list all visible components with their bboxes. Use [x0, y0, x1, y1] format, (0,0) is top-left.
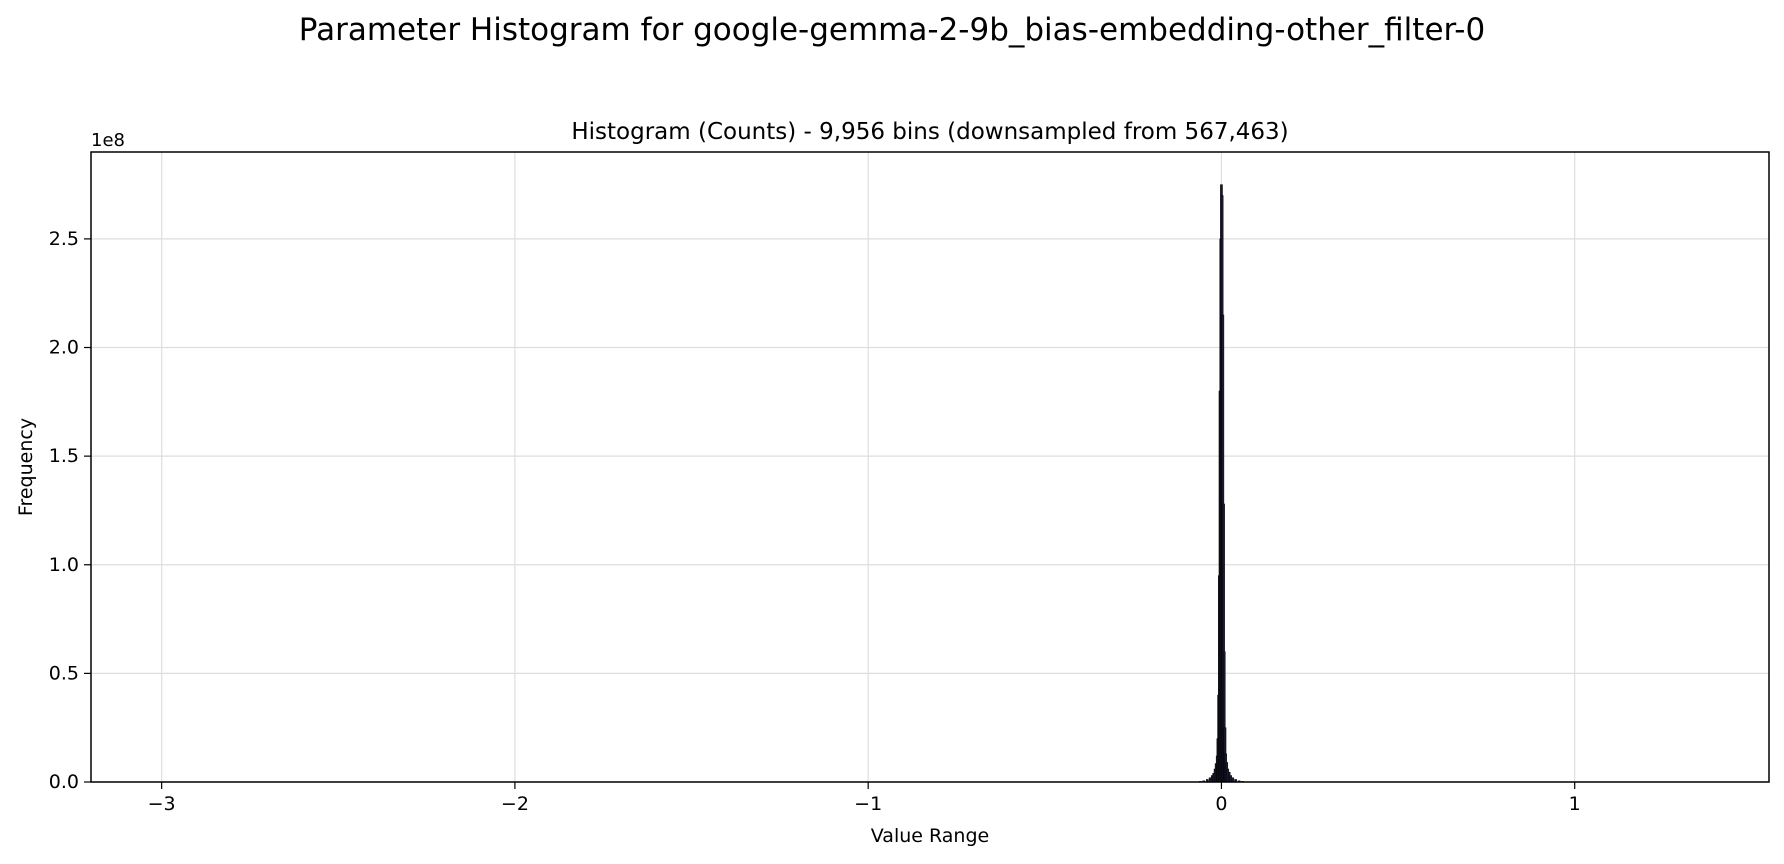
y-axis-label: Frequency — [15, 418, 37, 516]
y-tick-label-1: 0.5 — [49, 662, 79, 684]
x-tick-label-4: 1 — [1569, 793, 1581, 815]
grid-layer — [91, 152, 1769, 783]
x-tick-label-2: −1 — [854, 793, 882, 815]
x-axis-label: Value Range — [871, 825, 989, 847]
y-tick-label-4: 2.0 — [49, 337, 79, 359]
y-tick-label-5: 2.5 — [49, 228, 79, 250]
chart-title: Histogram (Counts) - 9,956 bins (downsam… — [571, 119, 1288, 145]
x-axis-ticks: −3 −2 −1 0 1 — [148, 782, 1581, 815]
histogram-bar — [1229, 775, 1232, 783]
x-tick-label-3: 0 — [1215, 793, 1227, 815]
x-tick-label-0: −3 — [148, 793, 176, 815]
x-tick-label-1: −2 — [501, 793, 529, 815]
y-tick-label-0: 0.0 — [49, 771, 79, 793]
y-axis-offset-label: 1e8 — [91, 130, 125, 151]
bars-layer — [1198, 184, 1244, 783]
figure-title: Parameter Histogram for google-gemma-2-9… — [299, 12, 1485, 48]
y-axis-ticks: 0.0 0.5 1.0 1.5 2.0 2.5 — [49, 228, 91, 793]
y-tick-label-2: 1.0 — [49, 554, 79, 576]
plot-area-frame — [90, 151, 1770, 783]
y-tick-label-3: 1.5 — [49, 445, 79, 467]
